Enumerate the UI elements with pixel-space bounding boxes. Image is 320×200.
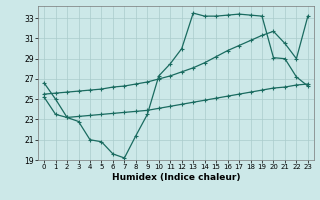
X-axis label: Humidex (Indice chaleur): Humidex (Indice chaleur) (112, 173, 240, 182)
